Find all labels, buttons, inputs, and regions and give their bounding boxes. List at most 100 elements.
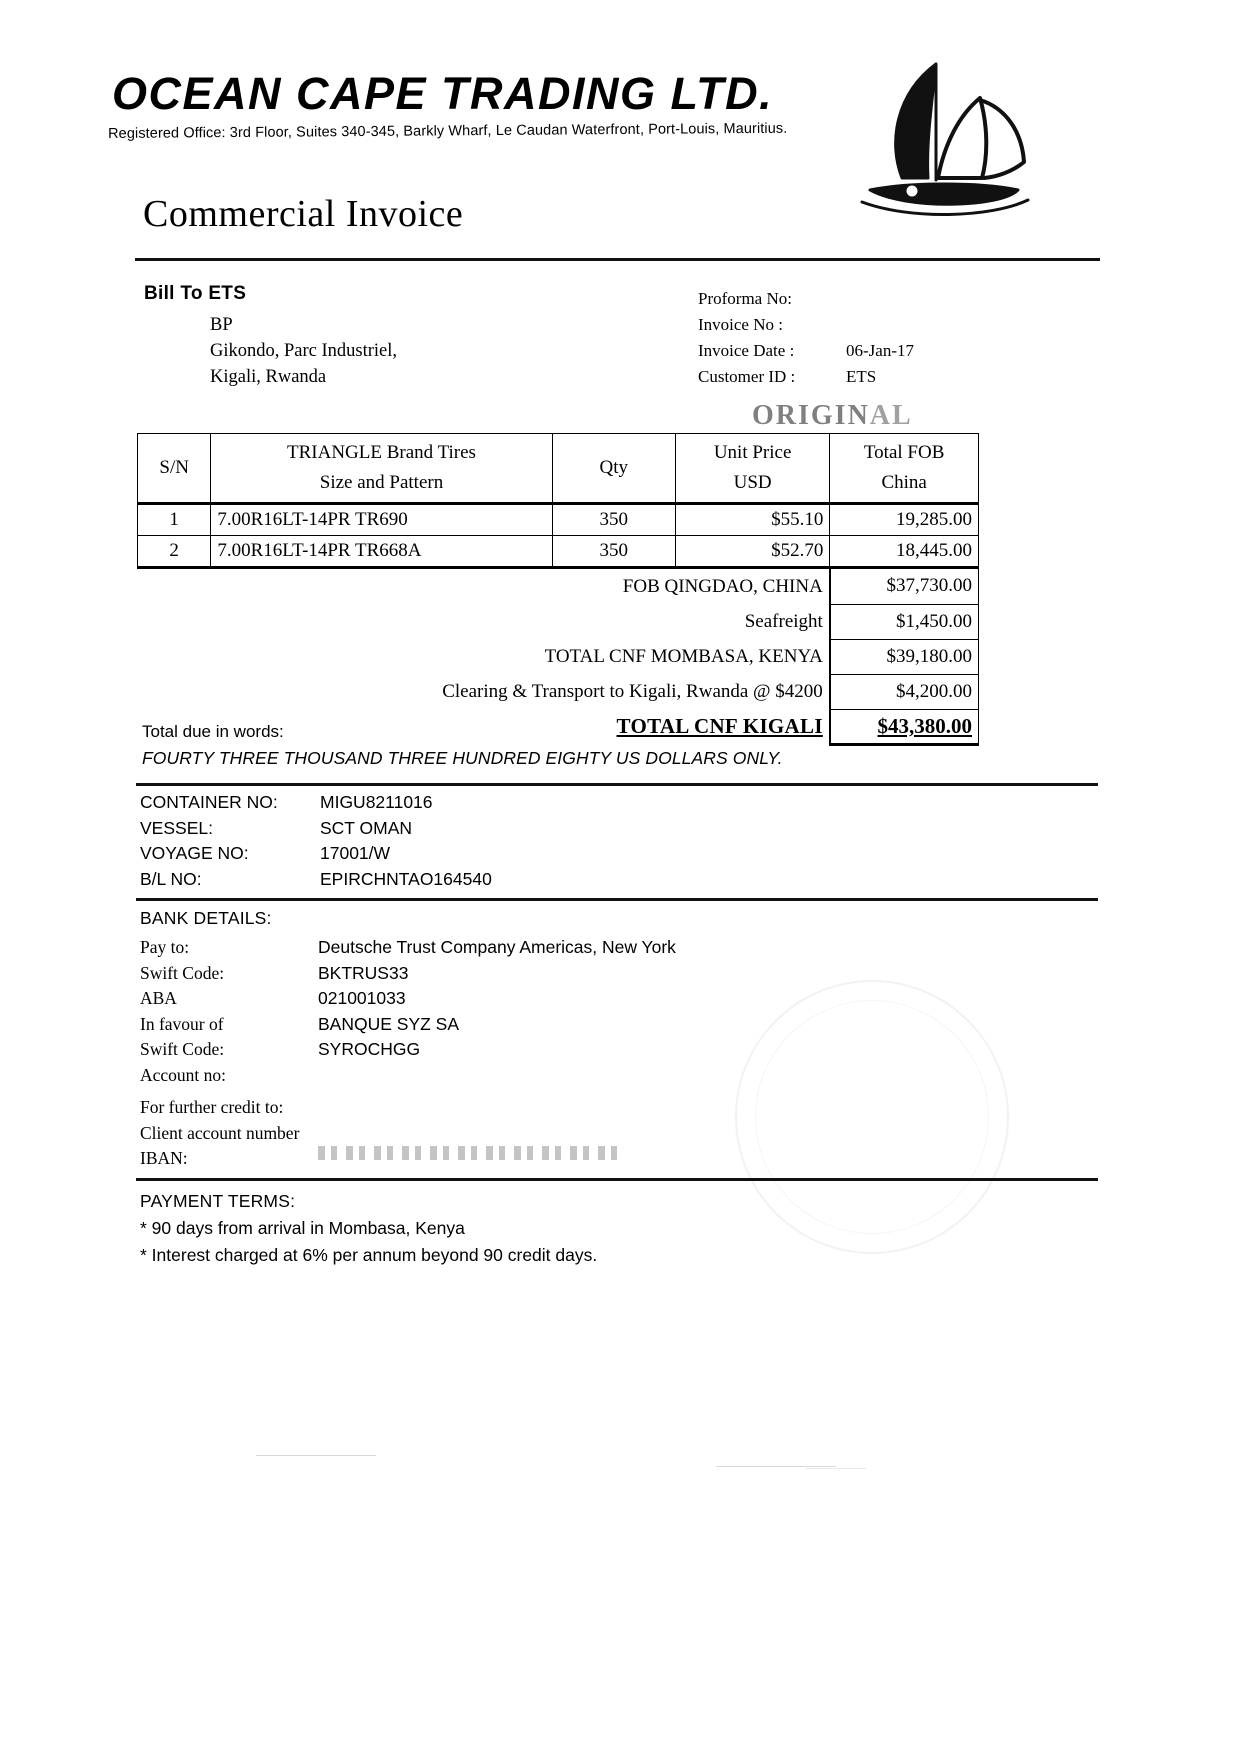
scan-artifact-line xyxy=(806,1468,866,1469)
row-1-sn: 1 xyxy=(136,503,212,536)
invoice-date-value: 06-Jan-17 xyxy=(846,341,914,360)
client-account-number-row: Client account number xyxy=(140,1121,320,1147)
row-2-sn: 2 xyxy=(136,535,212,569)
header-unit-price: Unit Price USD xyxy=(674,433,831,505)
header-sn: S/N xyxy=(136,433,212,505)
summary-label-cnf-mombasa: TOTAL CNF MOMBASA, KENYA xyxy=(137,639,831,674)
summary-row-seafreight: Seafreight $1,450.00 xyxy=(137,603,979,640)
summary-label-seafreight: Seafreight xyxy=(137,604,831,639)
swift-code-1-label: Swift Code: xyxy=(140,962,225,983)
header-total-line1: Total FOB xyxy=(863,442,945,463)
bank-details-title: BANK DETAILS: xyxy=(140,908,272,928)
row-2-description: 7.00R16LT-14PR TR668A xyxy=(210,535,553,569)
iban-redacted-smudge xyxy=(318,1146,618,1160)
grand-total-value: $43,380.00 xyxy=(829,708,979,746)
bl-no-row: B/L NO: EPIRCHNTAO164540 xyxy=(140,867,492,893)
bill-to-line-3: Kigali, Rwanda xyxy=(210,367,327,387)
grand-total-row: TOTAL CNF KIGALI $43,380.00 xyxy=(137,708,979,746)
row-2-total: 18,445.00 xyxy=(829,535,979,569)
divider-after-shipment xyxy=(136,898,1098,901)
iban-label: IBAN: xyxy=(140,1148,188,1168)
shipment-details-block: CONTAINER NO: MIGU8211016 VESSEL: SCT OM… xyxy=(140,790,492,892)
vessel-value: SCT OMAN xyxy=(320,817,413,838)
divider-after-words xyxy=(136,783,1098,786)
bl-no-label: B/L NO: xyxy=(140,868,202,889)
original-stamp-dark: ORIGIN xyxy=(752,400,870,431)
total-in-words-label: Total due in words: xyxy=(142,722,284,741)
table-header-row: S/N TRIANGLE Brand Tires Size and Patter… xyxy=(136,433,979,505)
scan-artifact-line xyxy=(716,1466,836,1467)
further-credit-row: For further credit to: xyxy=(140,1095,320,1121)
aba-value: 021001033 xyxy=(318,988,406,1008)
registered-office-address: Registered Office: 3rd Floor, Suites 340… xyxy=(108,120,788,142)
aba-row: ABA 021001033 xyxy=(140,986,676,1012)
client-account-number-label: Client account number xyxy=(140,1122,300,1143)
row-2-unit-price: $52.70 xyxy=(674,535,831,569)
bill-to-line-2: Gikondo, Parc Industriel, xyxy=(210,341,398,361)
header-total-line2: China xyxy=(881,472,927,493)
invoice-no-row: Invoice No : xyxy=(698,312,914,338)
container-no-row: CONTAINER NO: MIGU8211016 xyxy=(140,790,492,816)
container-no-label: CONTAINER NO: xyxy=(140,792,278,812)
customer-id-value: ETS xyxy=(846,367,877,386)
divider-top xyxy=(135,258,1100,261)
pay-to-value: Deutsche Trust Company Americas, New Yor… xyxy=(318,937,676,957)
total-in-words-value: FOURTY THREE THOUSAND THREE HUNDRED EIGH… xyxy=(142,748,783,768)
header-description-line1: TRIANGLE Brand Tires xyxy=(287,442,476,463)
invoice-date-row: Invoice Date : 06-Jan-17 xyxy=(698,338,914,364)
voyage-no-row: VOYAGE NO: 17001/W xyxy=(140,841,492,867)
in-favour-of-label: In favour of xyxy=(140,1013,224,1034)
grand-total-label: TOTAL CNF KIGALI xyxy=(137,709,831,744)
summary-row-clearing: Clearing & Transport to Kigali, Rwanda @… xyxy=(137,673,979,710)
further-credit-block: For further credit to: Client account nu… xyxy=(140,1095,320,1172)
bill-to-address: BP Gikondo, Parc Industriel, Kigali, Rwa… xyxy=(210,312,397,390)
bill-to-label: Bill To ETS xyxy=(144,283,247,304)
header-unit-price-line1: Unit Price xyxy=(713,442,792,463)
payment-terms-line-1: * 90 days from arrival in Mombasa, Kenya xyxy=(140,1218,465,1238)
payment-terms-title: PAYMENT TERMS: xyxy=(140,1191,296,1211)
summary-value-seafreight: $1,450.00 xyxy=(829,603,979,640)
summary-value-clearing: $4,200.00 xyxy=(829,673,979,710)
summary-row-fob: FOB QINGDAO, CHINA $37,730.00 xyxy=(137,567,979,605)
header-qty: Qty xyxy=(551,433,676,505)
summary-value-cnf-mombasa: $39,180.00 xyxy=(829,638,979,675)
scan-artifact-line xyxy=(256,1455,376,1456)
swift-code-2-label: Swift Code: xyxy=(140,1039,225,1059)
swift-code-1-value: BKTRUS33 xyxy=(318,962,409,983)
row-1-total: 19,285.00 xyxy=(829,503,979,536)
voyage-no-value: 17001/W xyxy=(320,843,391,863)
account-no-row: Account no: xyxy=(140,1063,676,1089)
bill-to-line-1: BP xyxy=(210,315,233,335)
in-favour-of-row: In favour of BANQUE SYZ SA xyxy=(140,1012,676,1038)
header-unit-price-line2: USD xyxy=(733,472,772,493)
voyage-no-label: VOYAGE NO: xyxy=(140,843,249,863)
account-no-label: Account no: xyxy=(140,1064,227,1085)
bank-details-block: Pay to: Deutsche Trust Company Americas,… xyxy=(140,935,676,1088)
page-title: Commercial Invoice xyxy=(143,193,464,235)
header-total-fob: Total FOB China xyxy=(829,433,979,505)
summary-label-clearing: Clearing & Transport to Kigali, Rwanda @… xyxy=(137,674,831,709)
faint-round-stamp xyxy=(735,980,1009,1254)
payment-terms-block: PAYMENT TERMS: * 90 days from arrival in… xyxy=(140,1188,597,1269)
swift-code-1-row: Swift Code: BKTRUS33 xyxy=(140,961,676,987)
invoice-date-label: Invoice Date : xyxy=(698,341,795,360)
proforma-no-row: Proforma No: xyxy=(698,286,914,312)
bl-no-value: EPIRCHNTAO164540 xyxy=(320,868,492,889)
in-favour-of-value: BANQUE SYZ SA xyxy=(318,1013,460,1034)
sailing-dhow-boat-logo xyxy=(840,50,1040,235)
table-row: 1 7.00R16LT-14PR TR690 350 $55.10 19,285… xyxy=(136,503,979,536)
table-row: 2 7.00R16LT-14PR TR668A 350 $52.70 18,44… xyxy=(136,535,979,569)
row-2-qty: 350 xyxy=(551,535,676,569)
divider-after-bank xyxy=(136,1178,1098,1181)
pay-to-label: Pay to: xyxy=(140,937,190,957)
aba-label: ABA xyxy=(140,988,177,1008)
invoice-no-label: Invoice No : xyxy=(698,315,783,334)
container-no-value: MIGU8211016 xyxy=(320,792,433,812)
company-name: OCEAN CAPE TRADING LTD. xyxy=(112,68,774,119)
header-description: TRIANGLE Brand Tires Size and Pattern xyxy=(210,433,553,505)
swift-code-2-row: Swift Code: SYROCHGG xyxy=(140,1037,676,1063)
original-stamp-faint: AL xyxy=(869,400,913,431)
row-1-qty: 350 xyxy=(551,503,676,536)
swift-code-2-value: SYROCHGG xyxy=(318,1039,421,1059)
